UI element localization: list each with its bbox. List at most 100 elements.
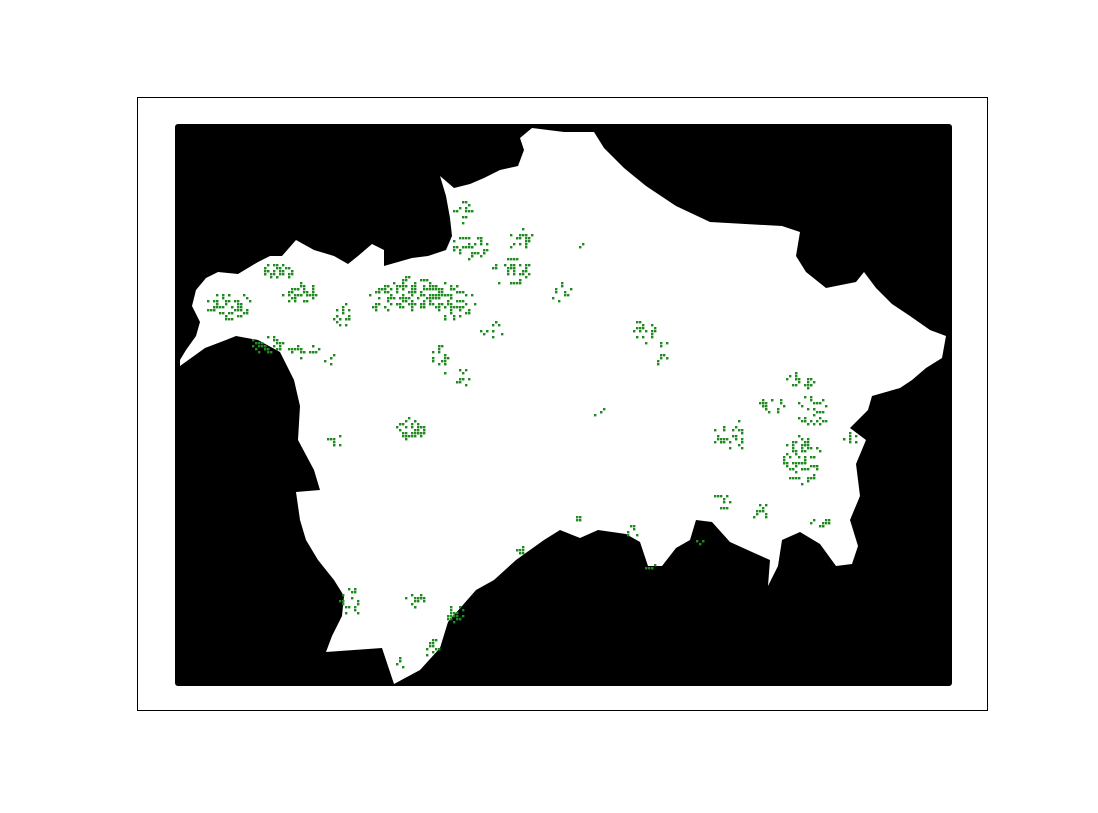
green-marker <box>420 594 423 597</box>
green-marker <box>579 519 582 522</box>
green-marker <box>726 507 729 510</box>
green-marker <box>456 246 459 249</box>
green-marker <box>765 402 768 405</box>
green-marker <box>516 237 519 240</box>
green-marker <box>273 339 276 342</box>
green-marker <box>522 552 525 555</box>
green-marker <box>246 309 249 312</box>
green-marker <box>231 312 234 315</box>
green-marker <box>219 312 222 315</box>
green-marker <box>765 405 768 408</box>
green-marker <box>792 447 795 450</box>
green-marker <box>432 651 435 654</box>
green-marker <box>453 240 456 243</box>
green-marker <box>723 441 726 444</box>
green-marker <box>435 648 438 651</box>
green-marker <box>717 435 720 438</box>
green-marker <box>558 300 561 303</box>
green-marker <box>456 381 459 384</box>
green-marker <box>795 384 798 387</box>
green-marker <box>213 306 216 309</box>
green-marker <box>411 603 414 606</box>
green-marker <box>804 444 807 447</box>
green-marker <box>228 312 231 315</box>
green-marker <box>312 285 315 288</box>
green-marker <box>813 477 816 480</box>
green-marker <box>480 255 483 258</box>
green-marker <box>318 348 321 351</box>
green-marker <box>807 381 810 384</box>
green-marker <box>459 369 462 372</box>
green-marker <box>447 618 450 621</box>
green-marker <box>642 324 645 327</box>
green-marker <box>795 441 798 444</box>
green-marker <box>444 315 447 318</box>
green-marker <box>807 441 810 444</box>
green-marker <box>525 240 528 243</box>
green-marker <box>726 438 729 441</box>
green-marker <box>258 351 261 354</box>
green-marker <box>828 519 831 522</box>
green-marker <box>423 306 426 309</box>
green-marker <box>516 258 519 261</box>
green-marker <box>486 330 489 333</box>
green-marker <box>228 318 231 321</box>
green-marker <box>801 450 804 453</box>
green-marker <box>792 462 795 465</box>
green-marker <box>300 294 303 297</box>
green-marker <box>480 240 483 243</box>
green-marker <box>384 306 387 309</box>
green-marker <box>459 291 462 294</box>
green-marker <box>483 249 486 252</box>
green-marker <box>459 309 462 312</box>
green-marker <box>633 330 636 333</box>
green-marker <box>801 468 804 471</box>
green-marker <box>474 252 477 255</box>
green-marker <box>354 591 357 594</box>
green-marker <box>768 411 771 414</box>
green-marker <box>447 615 450 618</box>
green-marker <box>798 462 801 465</box>
green-marker <box>453 318 456 321</box>
green-marker <box>576 519 579 522</box>
green-marker <box>342 306 345 309</box>
green-marker <box>294 300 297 303</box>
green-marker <box>657 360 660 363</box>
green-marker <box>579 246 582 249</box>
green-marker <box>522 549 525 552</box>
green-marker <box>405 279 408 282</box>
green-marker <box>723 507 726 510</box>
green-marker <box>786 378 789 381</box>
green-marker <box>789 477 792 480</box>
green-marker <box>723 426 726 429</box>
green-marker <box>393 297 396 300</box>
green-marker <box>462 300 465 303</box>
green-marker <box>336 321 339 324</box>
green-marker <box>423 288 426 291</box>
green-marker <box>258 342 261 345</box>
green-marker <box>525 276 528 279</box>
green-marker <box>252 345 255 348</box>
green-marker <box>261 342 264 345</box>
green-marker <box>465 303 468 306</box>
green-marker <box>288 276 291 279</box>
green-marker <box>780 399 783 402</box>
green-marker <box>519 549 522 552</box>
green-marker <box>411 432 414 435</box>
green-marker <box>528 237 531 240</box>
green-marker <box>339 324 342 327</box>
green-marker <box>480 330 483 333</box>
green-marker <box>426 288 429 291</box>
green-marker <box>636 327 639 330</box>
green-marker <box>225 300 228 303</box>
green-marker <box>387 300 390 303</box>
green-marker <box>294 288 297 291</box>
green-marker <box>516 282 519 285</box>
green-marker <box>465 216 468 219</box>
green-marker <box>813 408 816 411</box>
green-marker <box>759 510 762 513</box>
green-marker <box>408 291 411 294</box>
green-marker <box>456 612 459 615</box>
green-marker <box>822 525 825 528</box>
green-marker <box>432 351 435 354</box>
